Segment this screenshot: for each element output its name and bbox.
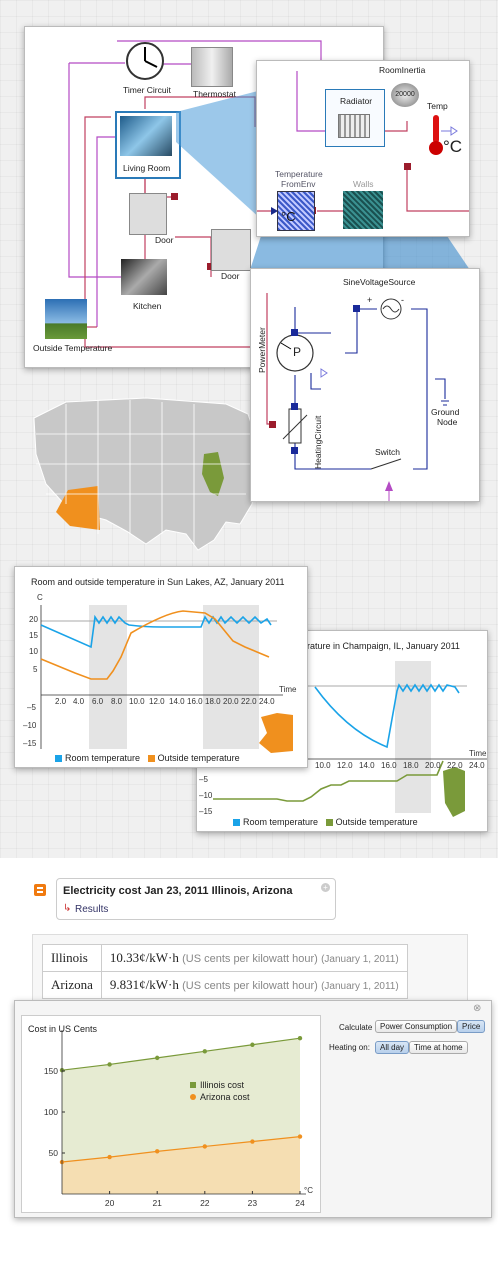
time-at-home-button[interactable]: Time at home (409, 1041, 468, 1054)
data-point (202, 1144, 207, 1149)
collapse-toggle-icon[interactable] (34, 884, 46, 896)
expand-icon[interactable]: + (321, 883, 330, 892)
data-point (107, 1062, 112, 1067)
x-tick-label: 21 (152, 1198, 162, 1208)
cost-chart-title: Cost in US Cents (28, 1024, 98, 1034)
price-button[interactable]: Price (457, 1020, 486, 1033)
chart-il-plot (213, 661, 487, 817)
y-tick-label: 50 (49, 1148, 59, 1158)
radiator-icon (338, 114, 370, 138)
temp-from-env-label: Temperature (275, 169, 323, 179)
radiator-box[interactable]: Radiator (325, 89, 385, 147)
outside-temperature-icon[interactable] (45, 299, 87, 339)
x-tick-label: 20 (105, 1198, 115, 1208)
room-detail-panel: RoomInertia 20000 Radiator Temp °C Tempe… (256, 60, 470, 237)
chart-az-title: Room and outside temperature in Sun Lake… (31, 577, 285, 587)
data-point (107, 1154, 112, 1160)
switch-label: Switch (375, 447, 401, 457)
thermostat-label: Thermostat (193, 89, 236, 99)
data-point (155, 1149, 160, 1154)
legend-label: Arizona cost (200, 1092, 250, 1102)
state-cell: Illinois (42, 944, 102, 972)
walls-label: Walls (353, 179, 374, 189)
series-area (62, 1136, 300, 1194)
data-point (250, 1042, 255, 1047)
kitchen-label: Kitchen (133, 301, 162, 311)
door-label: Door (155, 235, 174, 245)
door-icon[interactable] (129, 193, 167, 235)
query-title: Electricity cost Jan 23, 2011 Illinois, … (63, 885, 293, 897)
heating-circuit-label: HeatingCircuit (313, 415, 323, 469)
cost-chart-panel: ⊗ Cost in US Cents 150 100 50 20 21 22 23 24 Ill… (14, 1000, 492, 1218)
heating-toggle: All day Time at home (375, 1041, 468, 1054)
living-room-icon[interactable] (115, 111, 181, 179)
roominertia-icon[interactable]: 20000 (391, 83, 419, 107)
cost-chart-svg: 150 100 50 20 21 22 23 24 Illinois cost Arizona c… (44, 1030, 306, 1208)
us-map (33, 397, 275, 551)
table-row: Arizona 9.831¢/kW·h (US cents per kilowa… (42, 971, 408, 999)
legend-marker (190, 1082, 196, 1088)
walls-icon[interactable] (343, 191, 383, 229)
outside-temperature-label: Outside Temperature (33, 343, 113, 353)
series-line (61, 1037, 301, 1071)
x-tick-label: 24 (295, 1198, 305, 1208)
thermostat-icon[interactable] (191, 47, 233, 87)
results-return-icon: ↳ (63, 903, 72, 914)
power-p-label: P (293, 345, 302, 359)
kitchen-icon[interactable] (121, 259, 167, 295)
door-icon[interactable] (211, 229, 251, 271)
chart-il-title: perature in Champaign, IL, January 2011 (297, 641, 460, 651)
x-tick-label: 22 (200, 1198, 210, 1208)
calculate-label: Calculate (339, 1023, 373, 1032)
y-tick-label: 150 (44, 1066, 58, 1076)
data-point (297, 1036, 303, 1041)
data-point (250, 1139, 255, 1144)
results-link[interactable]: Results (75, 904, 109, 915)
chart-arizona-panel: Room and outside temperature in Sun Lake… (14, 566, 308, 768)
query-box[interactable]: Electricity cost Jan 23, 2011 Illinois, … (56, 878, 336, 920)
legend-marker (190, 1094, 196, 1100)
data-point (297, 1134, 303, 1139)
temp-label: Temp (427, 101, 448, 111)
data-point (155, 1055, 160, 1061)
legend-label: Illinois cost (200, 1080, 245, 1090)
chart-il-legend: Room temperature Outside temperature (233, 817, 418, 827)
value-cell: 9.831¢/kW·h (US cents per kilowatt hour)… (100, 971, 408, 999)
sine-voltage-source-label: SineVoltageSource (343, 277, 416, 287)
power-consumption-button[interactable]: Power Consumption (375, 1020, 458, 1033)
timer-circuit-label: Timer Circuit (123, 85, 171, 95)
close-icon[interactable]: ⊗ (473, 1003, 482, 1014)
state-cell: Arizona (42, 971, 102, 999)
heating-on-label: Heating on: (329, 1043, 370, 1052)
thermometer-icon[interactable] (433, 115, 439, 143)
electricity-cost-table: Illinois 10.33¢/kW·h (US cents per kilow… (42, 944, 408, 999)
chart-az-legend: Room temperature Outside temperature (55, 753, 240, 763)
table-row: Illinois 10.33¢/kW·h (US cents per kilow… (42, 944, 408, 972)
arizona-shape (56, 486, 100, 530)
temperature-from-env-icon[interactable] (277, 191, 315, 231)
roominertia-label: RoomInertia (379, 65, 426, 75)
y-tick-label: 100 (44, 1107, 58, 1117)
timer-circuit-clock-icon[interactable] (125, 41, 165, 81)
calculate-toggle: Power Consumption Price (375, 1020, 486, 1033)
chart-az-plot (40, 605, 293, 753)
series-line (61, 1136, 301, 1163)
data-point (202, 1049, 207, 1054)
heating-circuit-panel: SineVoltageSource + - PowerMeter P Heati… (250, 268, 480, 502)
ground-label: Ground (431, 407, 460, 417)
illinois-shape (202, 452, 224, 496)
radiator-label: Radiator (340, 96, 373, 106)
x-tick-label: 23 (248, 1198, 258, 1208)
value-cell: 10.33¢/kW·h (US cents per kilowatt hour)… (100, 944, 408, 972)
celsius-label: °C (443, 137, 463, 156)
living-room-label: Living Room (123, 163, 171, 173)
powermeter-label: PowerMeter (257, 327, 267, 373)
all-day-button[interactable]: All day (375, 1041, 410, 1054)
door-label-2: Door (221, 271, 240, 281)
